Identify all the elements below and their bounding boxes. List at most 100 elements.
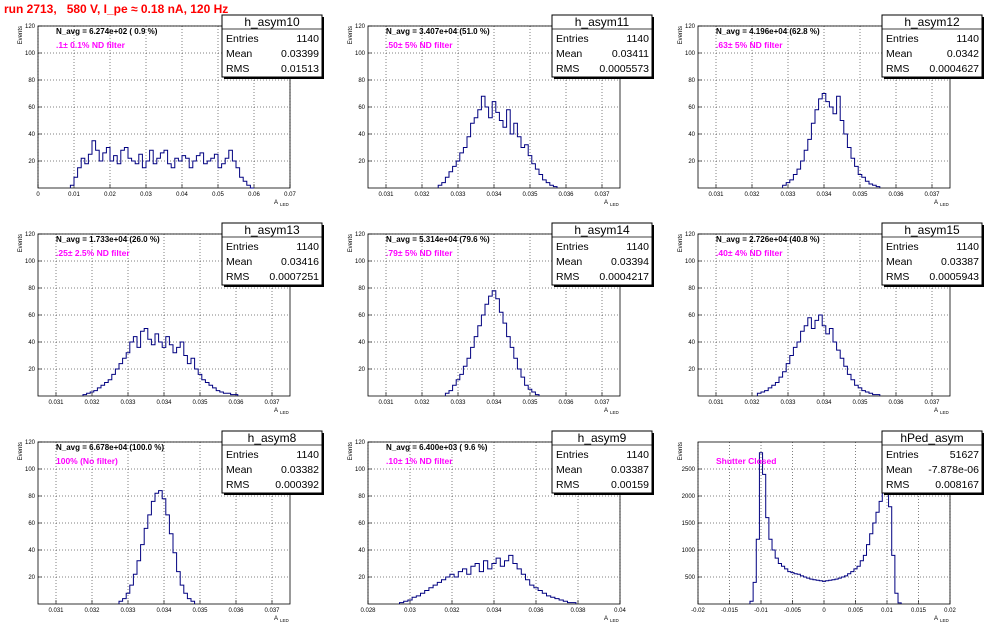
stats-key: Entries: [556, 449, 589, 461]
y-tick-label: 60: [688, 105, 695, 111]
x-axis-label-subscript: LED: [280, 202, 290, 207]
histogram-svg-hPed_asym: -0.02 -0.015 -0.01 -0.005 0 0.005 0.01 0.015 0.0…: [678, 430, 984, 623]
histogram-svg-h_asym14: 0.031 0.032 0.033 0.034 0.035 0.036 0.037 20 40 6…: [348, 222, 654, 415]
y-tick-label: 120: [25, 232, 36, 238]
x-tick-label: 0.034: [816, 400, 832, 406]
x-tick-label: 0.05: [212, 192, 224, 198]
stats-box-shadow: [554, 285, 654, 287]
x-tick-label: 0: [36, 192, 40, 198]
stats-box-shadow: [884, 77, 984, 79]
filter-label: 100% (No filter): [56, 456, 118, 466]
x-tick-label: 0.033: [120, 608, 136, 614]
histogram-line-h_asym10: [69, 140, 254, 189]
stats-key: RMS: [226, 479, 249, 491]
histogram-line-h_asym12: [782, 93, 881, 188]
stats-box: [221, 14, 323, 78]
x-tick-label: 0.036: [528, 608, 544, 614]
histogram-svg-h_asym13: 0.031 0.032 0.033 0.034 0.035 0.036 0.037 20 40 6…: [18, 222, 324, 415]
x-axis-label: A: [604, 408, 608, 414]
y-axis-label: Events: [678, 234, 684, 252]
filter-label: .40± 4% ND filter: [716, 248, 783, 258]
y-tick-label: 80: [358, 286, 365, 292]
y-tick-label: 80: [688, 286, 695, 292]
stats-key: RMS: [556, 271, 579, 283]
stats-box: [551, 430, 653, 494]
histogram-panel-h_asym11: 0.031 0.032 0.033 0.034 0.035 0.036 0.037 20 40 6…: [330, 12, 660, 218]
y-tick-label: 20: [28, 575, 35, 581]
x-axis-label-subscript: LED: [280, 410, 290, 415]
histogram-name: hPed_asym: [900, 431, 963, 445]
y-tick-label: 120: [685, 232, 696, 238]
y-tick-label: 80: [358, 494, 365, 500]
y-tick-label: 40: [358, 340, 365, 346]
stats-box-shadow: [884, 493, 984, 495]
x-tick-label: 0.04: [614, 608, 626, 614]
x-tick-label: 0.034: [486, 608, 502, 614]
histogram-name: h_asym8: [248, 431, 297, 445]
x-tick-label: 0.035: [192, 400, 208, 406]
stats-box-shadow: [652, 225, 654, 287]
x-axis-label: A: [934, 200, 938, 206]
x-tick-label: 0.032: [84, 608, 100, 614]
y-tick-label: 100: [355, 467, 366, 473]
y-tick-label: 80: [358, 78, 365, 84]
navg-label: N_avg = 5.314e+04 (79.6 %): [386, 235, 490, 244]
stats-key: Entries: [886, 449, 919, 461]
x-tick-label: 0.035: [522, 192, 538, 198]
x-tick-label: 0.04: [176, 192, 188, 198]
x-tick-label: 0.036: [228, 608, 244, 614]
x-tick-label: 0.037: [594, 192, 610, 198]
stats-value: 0.03382: [281, 464, 319, 476]
stats-box-shadow: [224, 285, 324, 287]
y-tick-label: 40: [688, 132, 695, 138]
stats-value: 0.0007251: [269, 271, 319, 283]
x-tick-label: 0.034: [816, 192, 832, 198]
stats-value: 1140: [296, 33, 319, 45]
histogram-panel-h_asym8: 0.031 0.032 0.033 0.034 0.035 0.036 0.037 20 40 6…: [0, 428, 330, 634]
stats-value: 0.00159: [611, 479, 649, 491]
stats-value: 1140: [296, 449, 319, 461]
y-tick-label: 100: [685, 51, 696, 57]
x-axis-label-subscript: LED: [610, 410, 620, 415]
x-tick-label: 0.037: [594, 400, 610, 406]
y-tick-label: 1500: [682, 521, 696, 527]
x-tick-label: 0.015: [911, 608, 927, 614]
histogram-svg-h_asym10: 0 0.01 0.02 0.03 0.04 0.05 0.06 0.07 20 40 60 80 100…: [18, 14, 324, 207]
x-axis-label-subscript: LED: [610, 618, 620, 623]
stats-box: [881, 222, 983, 286]
y-tick-label: 60: [28, 521, 35, 527]
stats-box-shadow: [982, 433, 984, 495]
stats-key: RMS: [226, 63, 249, 75]
stats-value: 0.0005573: [599, 63, 649, 75]
y-tick-label: 60: [688, 313, 695, 319]
x-tick-label: 0.031: [378, 400, 394, 406]
stats-box-shadow: [322, 225, 324, 287]
histogram-line-h_asym9: [399, 554, 577, 604]
stats-key: Mean: [556, 464, 582, 476]
stats-key: RMS: [556, 479, 579, 491]
stats-box-shadow: [554, 77, 654, 79]
x-tick-label: 0.036: [558, 192, 574, 198]
navg-label: N_avg = 3.407e+04 (51.0 %): [386, 27, 490, 36]
y-axis-label: Events: [678, 442, 684, 460]
stats-value: 0.03387: [611, 464, 649, 476]
x-tick-label: 0.035: [522, 400, 538, 406]
stats-value: 0.000392: [275, 479, 319, 491]
x-tick-label: -0.02: [691, 608, 705, 614]
stats-value: 1140: [956, 241, 979, 253]
y-axis-label: Events: [348, 234, 354, 252]
stats-value: 1140: [956, 33, 979, 45]
stats-key: Entries: [886, 241, 919, 253]
y-tick-label: 40: [688, 340, 695, 346]
y-tick-label: 40: [28, 132, 35, 138]
x-tick-label: 0.031: [48, 400, 64, 406]
stats-value: 0.0342: [947, 48, 979, 60]
x-tick-label: 0.037: [264, 608, 280, 614]
x-tick-label: -0.015: [721, 608, 739, 614]
x-axis-label: A: [274, 408, 278, 414]
histogram-svg-h_asym12: 0.031 0.032 0.033 0.034 0.035 0.036 0.037 20 40 6…: [678, 14, 984, 207]
x-tick-label: 0.031: [708, 192, 724, 198]
x-tick-label: 0.02: [104, 192, 116, 198]
x-tick-label: 0.037: [924, 400, 940, 406]
stats-key: Mean: [886, 464, 912, 476]
